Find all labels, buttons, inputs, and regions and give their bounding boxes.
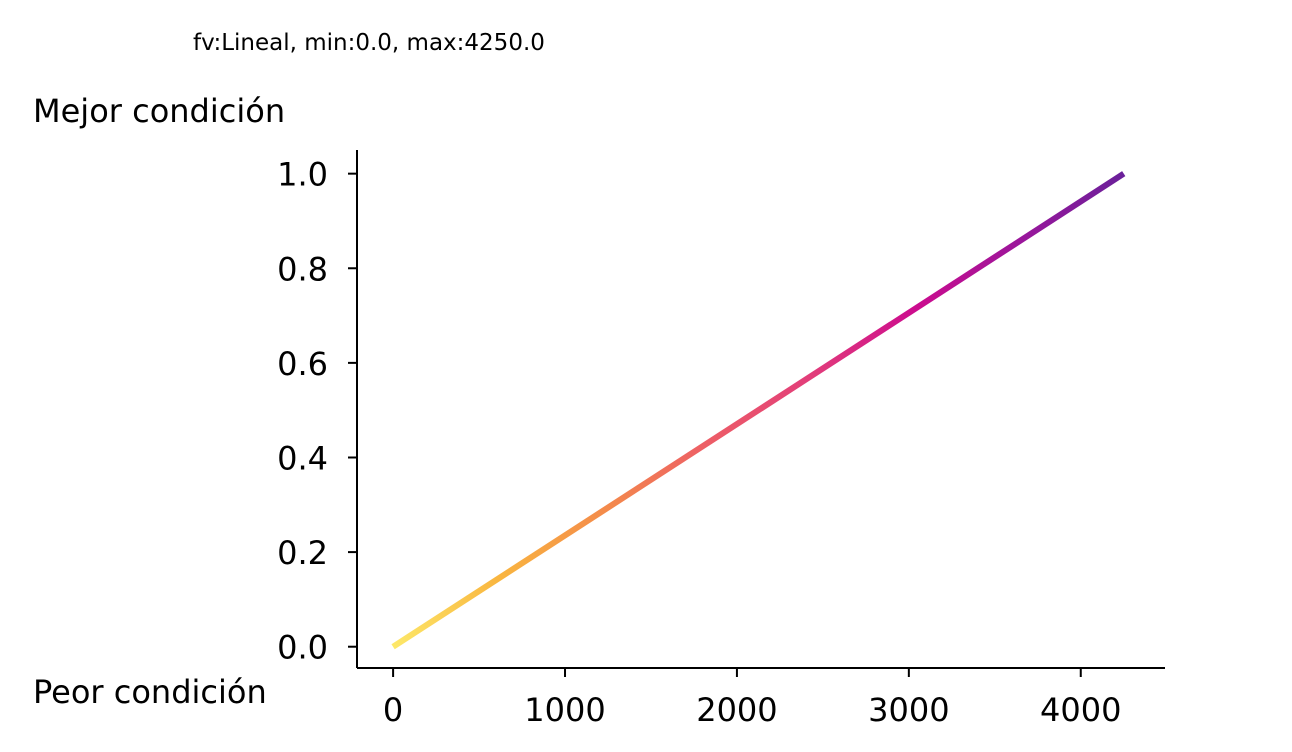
- y-tick-label: 0.6: [277, 345, 328, 383]
- plot-area: [391, 171, 1126, 650]
- axes: 0 1000 2000 3000 4000 0.0 0.2 0.4 0.6 0.8 1.0: [277, 150, 1165, 729]
- y-tick-label: 0.4: [277, 439, 328, 477]
- x-tick-label: 3000: [868, 691, 949, 729]
- x-tick-label: 0: [383, 691, 403, 729]
- y-tick-label: 0.2: [277, 534, 328, 572]
- y-tick-label: 0.0: [277, 629, 328, 667]
- x-tick-label: 1000: [524, 691, 605, 729]
- x-tick-label: 4000: [1040, 691, 1121, 729]
- x-tick-label: 2000: [696, 691, 777, 729]
- y-tick-label: 1.0: [277, 156, 328, 194]
- chart-title: fv:Lineal, min:0.0, max:4250.0: [193, 30, 545, 56]
- best-condition-label: Mejor condición: [33, 92, 286, 130]
- data-series-line: [391, 171, 1126, 650]
- y-tick-label: 0.8: [277, 250, 328, 288]
- worst-condition-label: Peor condición: [33, 673, 267, 711]
